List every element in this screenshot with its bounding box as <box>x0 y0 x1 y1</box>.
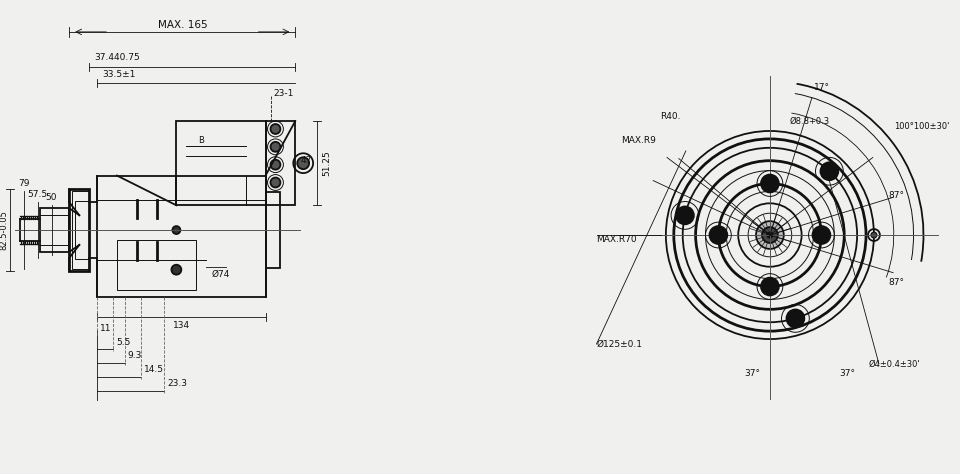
Text: Ø125±0.1: Ø125±0.1 <box>596 339 642 348</box>
Text: MAX. 165: MAX. 165 <box>157 20 207 30</box>
Text: 47: 47 <box>300 156 312 165</box>
Bar <box>72 191 89 269</box>
Text: Ø4±0.4±30': Ø4±0.4±30' <box>869 359 921 368</box>
Text: 9.3: 9.3 <box>128 351 142 360</box>
Text: 23-1: 23-1 <box>274 89 294 98</box>
Text: 87°: 87° <box>889 278 904 287</box>
Text: 82.5-0.05: 82.5-0.05 <box>0 210 8 250</box>
Circle shape <box>786 310 804 328</box>
Circle shape <box>173 226 180 234</box>
Bar <box>69 190 89 271</box>
Circle shape <box>756 221 783 249</box>
Text: B: B <box>198 137 204 146</box>
Bar <box>39 208 69 252</box>
Text: 14.5: 14.5 <box>144 365 163 374</box>
Text: 11: 11 <box>100 324 111 333</box>
Bar <box>177 121 266 205</box>
Circle shape <box>761 278 779 295</box>
Text: 37°: 37° <box>744 369 760 378</box>
Circle shape <box>709 226 728 244</box>
Bar <box>266 121 296 205</box>
Text: MAX.R70: MAX.R70 <box>596 236 637 245</box>
Text: 37.440.75: 37.440.75 <box>94 53 140 62</box>
Circle shape <box>172 265 181 274</box>
Circle shape <box>761 174 779 192</box>
Circle shape <box>762 227 778 243</box>
Text: R40.: R40. <box>660 111 681 120</box>
Bar <box>266 192 280 268</box>
Circle shape <box>271 124 280 134</box>
Circle shape <box>298 157 309 169</box>
Text: Ø74: Ø74 <box>212 270 230 279</box>
Text: 87°: 87° <box>889 191 904 200</box>
Text: 17°: 17° <box>814 83 829 92</box>
Text: MAX.R9: MAX.R9 <box>621 137 656 146</box>
Circle shape <box>271 142 280 152</box>
Circle shape <box>271 160 280 170</box>
Text: 100°100±30': 100°100±30' <box>894 121 949 130</box>
Text: 5.5: 5.5 <box>116 337 131 346</box>
Text: 51.25: 51.25 <box>322 150 331 176</box>
Circle shape <box>812 226 830 244</box>
Circle shape <box>821 162 838 180</box>
Text: 23.3: 23.3 <box>167 379 187 388</box>
Text: 33.5±1: 33.5±1 <box>102 70 135 79</box>
Bar <box>117 240 196 290</box>
Circle shape <box>767 232 773 238</box>
Circle shape <box>271 178 280 187</box>
Circle shape <box>676 207 694 224</box>
Bar <box>75 201 89 259</box>
Text: 57.5: 57.5 <box>28 190 48 199</box>
Bar <box>97 175 266 298</box>
Text: 50: 50 <box>46 193 58 202</box>
Text: Ø8.8+0.3: Ø8.8+0.3 <box>790 117 829 126</box>
Text: 134: 134 <box>173 321 190 330</box>
Text: 79: 79 <box>18 179 30 188</box>
Circle shape <box>871 232 876 238</box>
Text: 37°: 37° <box>839 369 855 378</box>
